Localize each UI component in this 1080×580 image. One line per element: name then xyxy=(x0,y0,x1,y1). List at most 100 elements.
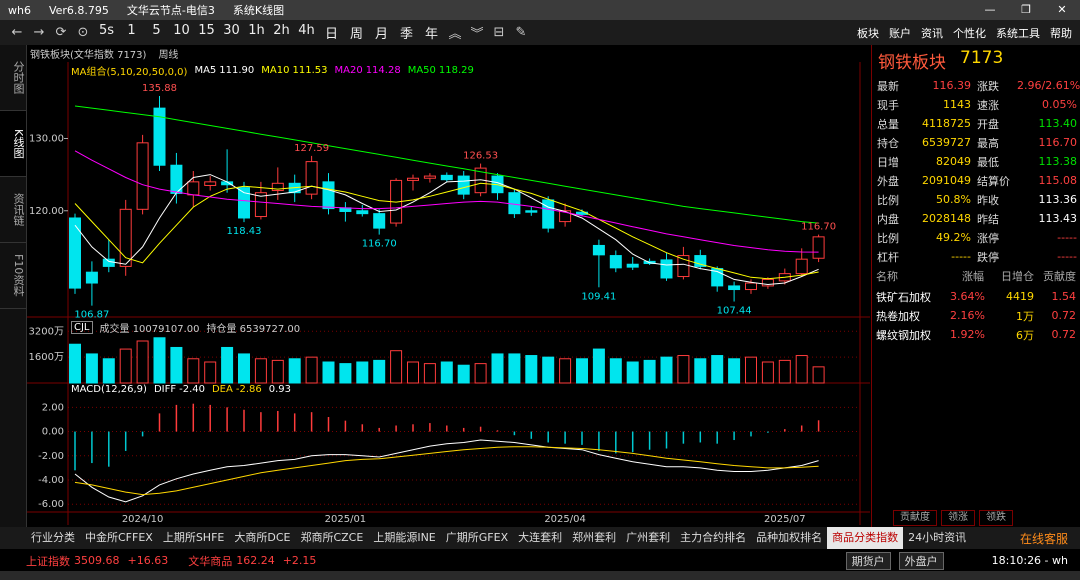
period-select[interactable]: 周线 xyxy=(158,49,179,61)
x-tick-label: 2025/01 xyxy=(325,514,367,525)
quote-label: 结算价 xyxy=(977,174,1010,188)
quote-value: 115.08 xyxy=(1038,174,1078,187)
indicator-line xyxy=(74,105,819,224)
period-button[interactable]: 季 xyxy=(399,27,413,42)
menu-item[interactable]: 帮助 xyxy=(1050,26,1072,40)
side-tab[interactable]: 资讯链 xyxy=(0,177,26,243)
market-tab[interactable]: 广期所GFEX xyxy=(445,531,509,544)
y-tick-label: 130.00 xyxy=(29,133,64,144)
tick[interactable]: ⊙ xyxy=(77,25,89,40)
back[interactable]: ← xyxy=(11,25,23,40)
forward[interactable]: → xyxy=(33,25,45,40)
menu-item[interactable]: 系统工具 xyxy=(996,26,1040,40)
market-tab[interactable]: 大连套利 xyxy=(518,531,563,544)
market-tab[interactable]: 广州套利 xyxy=(626,531,671,544)
legend-value: -2.86 xyxy=(235,384,262,395)
market-tab[interactable]: 商品分类指数 xyxy=(827,527,904,549)
quote-value: ----- xyxy=(1057,250,1077,263)
period-button[interactable]: 1 xyxy=(127,23,136,38)
menu-item[interactable]: 账户 xyxy=(889,26,911,40)
market-tab[interactable]: 郑商所CZCE xyxy=(300,531,364,544)
refresh[interactable]: ⟳ xyxy=(55,25,67,40)
side-tab[interactable]: F10资料 xyxy=(0,243,26,309)
market-tab[interactable]: 上期能源INE xyxy=(373,531,436,544)
volume-bar xyxy=(559,358,572,384)
period-button[interactable]: 5 xyxy=(152,23,161,38)
close[interactable]: ✕ xyxy=(1057,3,1067,16)
legend-name: MA50 xyxy=(407,65,436,76)
draw[interactable]: ✎ xyxy=(515,25,527,40)
legend-value: 114.28 xyxy=(365,65,401,76)
market-tab[interactable]: 大商所DCE xyxy=(234,531,291,544)
period-button[interactable]: 年 xyxy=(424,27,438,42)
side-tab[interactable]: K线图 xyxy=(0,111,26,177)
market-tab[interactable]: 郑州套利 xyxy=(572,531,617,544)
candle-body xyxy=(153,107,166,166)
period-button[interactable]: 15 xyxy=(198,23,215,38)
legend-value: 118.29 xyxy=(438,65,474,76)
market-tab[interactable]: 24小时资讯 xyxy=(908,531,967,544)
quote-value: 49.2% xyxy=(936,231,971,244)
price-annotation: 116.70 xyxy=(362,239,397,250)
volume-bar xyxy=(812,366,825,384)
market-tab[interactable]: 品种加权排名 xyxy=(756,531,823,544)
price-annotation: 118.43 xyxy=(227,226,262,237)
menu-item[interactable]: 资讯 xyxy=(921,26,943,40)
indicator-line xyxy=(74,150,819,253)
quote-label: 总量 xyxy=(877,117,899,131)
account-button[interactable]: 期货户 xyxy=(845,551,891,570)
period-button[interactable]: 周 xyxy=(349,27,363,42)
indicator[interactable]: ⊟ xyxy=(493,25,505,40)
market-tab[interactable]: 行业分类 xyxy=(31,531,75,544)
period-button[interactable]: 2h xyxy=(273,23,290,38)
period-button[interactable]: 1h xyxy=(248,23,265,38)
account-button[interactable]: 外盘户 xyxy=(898,551,944,570)
minimize[interactable]: — xyxy=(984,3,996,16)
period-button[interactable]: 月 xyxy=(374,27,388,42)
menu-item[interactable]: 个性化 xyxy=(953,26,986,40)
panel-tab[interactable]: 贡献度 xyxy=(893,510,937,526)
volume-bar xyxy=(609,358,622,384)
chart-title: 钢铁板块(文华指数 7173) xyxy=(30,49,147,61)
candle-body xyxy=(407,177,419,181)
quote-value: 2.96/2.61% xyxy=(1017,79,1080,92)
market-tab[interactable]: 中金所CFFEX xyxy=(85,531,153,544)
period-button[interactable]: 4h xyxy=(298,23,315,38)
volume-bar xyxy=(795,355,808,384)
volume-bar xyxy=(339,363,352,384)
quote-label: 涨跌 xyxy=(977,79,999,93)
volume-bar xyxy=(153,337,166,384)
side-tab[interactable]: 分时图 xyxy=(0,45,26,111)
volume-bar xyxy=(660,356,673,384)
component-cell: 0.72 xyxy=(1051,328,1077,341)
period-button[interactable]: 30 xyxy=(223,23,240,38)
panel-tab[interactable]: 领涨 xyxy=(941,510,975,526)
period-button[interactable]: 5s xyxy=(98,23,115,38)
y-tick-label: 1600万 xyxy=(29,352,64,363)
period-button[interactable]: 10 xyxy=(173,23,190,38)
online-service[interactable]: 在线客服 xyxy=(1019,532,1068,546)
panel-tab[interactable]: 领跌 xyxy=(979,510,1013,526)
candle-body xyxy=(254,192,267,218)
candle-body xyxy=(119,208,132,267)
menu-item[interactable]: 板块 xyxy=(857,26,879,40)
maximize[interactable]: ❐ xyxy=(1021,3,1031,16)
column-header: 涨幅 xyxy=(962,269,984,283)
quote-row: 外盘 2091049 结算价 115.08 xyxy=(877,171,1077,190)
x-tick-label: 2025/04 xyxy=(544,514,586,525)
market-tab[interactable]: 上期所SHFE xyxy=(162,531,225,544)
candle-body xyxy=(305,161,318,195)
legend-value: 0.93 xyxy=(268,384,291,395)
component-row: 铁矿石加权 3.64% 4419 1.54 xyxy=(876,287,1078,306)
market-tab[interactable]: 主力合约排名 xyxy=(680,531,747,544)
index-value: 3509.68 xyxy=(74,554,120,567)
zoom-in[interactable]: ︽ xyxy=(448,27,462,42)
period-button[interactable]: 日 xyxy=(324,27,338,42)
zoom-out[interactable]: ︾ xyxy=(470,27,484,42)
quote-row: 比例 50.8% 昨收 113.36 xyxy=(877,190,1077,209)
quote-value: 50.8% xyxy=(936,193,971,206)
quote-value: 6539727 xyxy=(922,136,971,149)
quote-value: 113.36 xyxy=(1038,193,1078,206)
candle-body xyxy=(271,182,284,192)
